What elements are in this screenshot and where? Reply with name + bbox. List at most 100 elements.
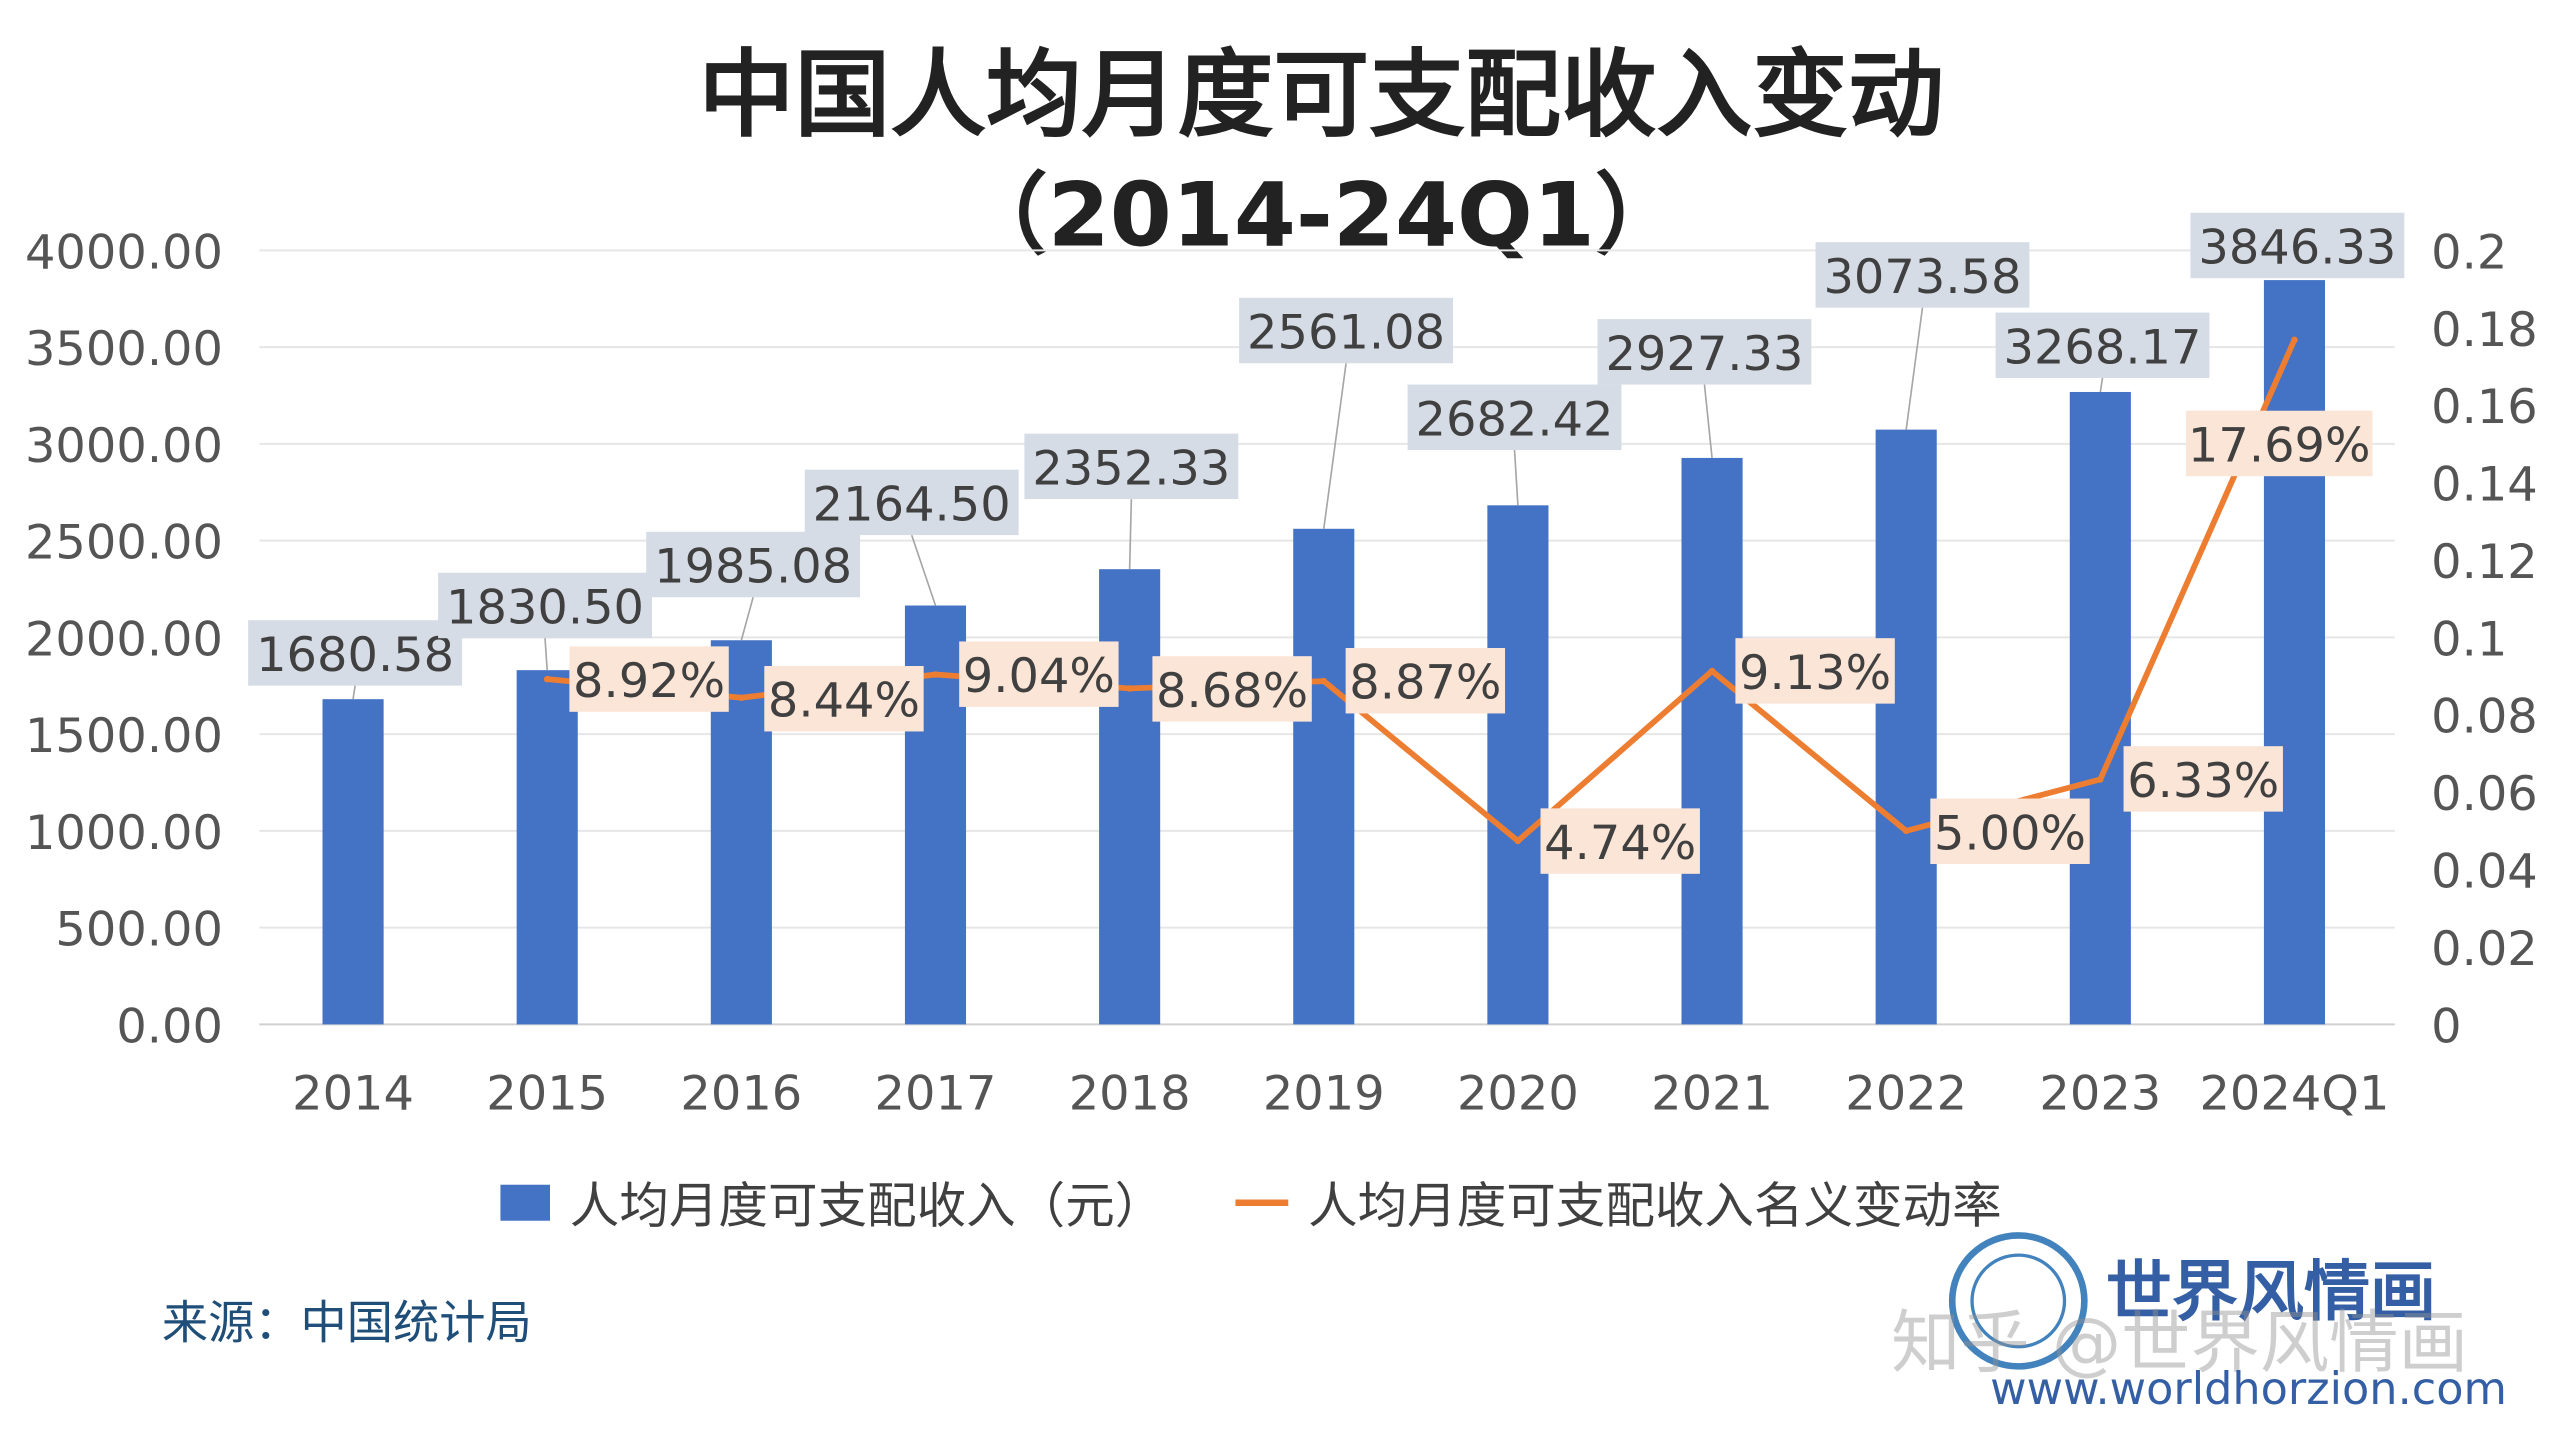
- bar: [322, 699, 384, 1025]
- x-tick-label: 2018: [1069, 1067, 1191, 1122]
- legend-label-line: 人均月度可支配收入名义变动率: [1308, 1177, 2002, 1235]
- y-left-tick-label: 2000.00: [25, 613, 223, 668]
- x-tick-label: 2016: [680, 1067, 802, 1122]
- line-data-label-box: [2185, 410, 2373, 477]
- leader-line: [910, 534, 937, 606]
- line-data-label: 6.33%: [2127, 754, 2279, 809]
- line-point: [1320, 677, 1328, 685]
- chart-title: 中国人均月度可支配收入变动: [699, 40, 1944, 150]
- y-left-tick-label: 3500.00: [25, 322, 223, 377]
- y-left-tick-label: 500.00: [55, 903, 223, 958]
- line-data-label: 9.13%: [1739, 646, 1891, 701]
- bar-data-label-box: [804, 469, 1019, 536]
- line-point: [932, 671, 939, 678]
- bar-data-label-box: [1597, 319, 1812, 385]
- bar-data-label-box: [1407, 384, 1622, 450]
- y-left-tick-label: 1500.00: [25, 709, 223, 764]
- bar-data-label: 3073.58: [1823, 250, 2021, 305]
- line-data-label: 5.00%: [1934, 806, 2086, 861]
- line-data-label-box: [1930, 798, 2090, 864]
- bar-data-label: 1830.50: [446, 581, 644, 636]
- bar-data-label: 3846.33: [2198, 221, 2396, 276]
- line-point: [2097, 776, 2104, 783]
- legend: 人均月度可支配收入（元） 人均月度可支配收入名义变动率: [500, 1177, 2002, 1235]
- y-right-tick-label: 0.14: [2431, 458, 2538, 513]
- legend-label-bar: 人均月度可支配收入（元）: [570, 1177, 1165, 1235]
- leader-line: [740, 597, 754, 641]
- bar-data-label: 2352.33: [1032, 442, 1230, 497]
- leader-line: [1905, 307, 1924, 430]
- x-tick-label: 2017: [875, 1067, 997, 1122]
- x-tick-label: 2024Q1: [2199, 1067, 2389, 1122]
- y-right-tick-label: 0.12: [2431, 535, 2538, 590]
- line-data-label-box: [569, 646, 729, 712]
- line-data-label-box: [2123, 746, 2283, 812]
- bar-data-label-box: [1995, 312, 2210, 378]
- y-right-tick-label: 0.2: [2431, 226, 2507, 281]
- bar: [1487, 505, 1549, 1025]
- line-data-label: 17.69%: [2188, 419, 2371, 474]
- bar: [1099, 569, 1161, 1025]
- line-data-label: 8.68%: [1156, 664, 1308, 719]
- bar: [2069, 391, 2131, 1025]
- line-point: [1126, 685, 1133, 692]
- line-data-label-box: [764, 666, 924, 732]
- y-right-tick-label: 0.16: [2431, 380, 2538, 435]
- y-right-tick-label: 0.18: [2431, 303, 2538, 358]
- x-tick-label: 2019: [1263, 1067, 1385, 1122]
- y-right-tick-label: 0.08: [2431, 690, 2538, 745]
- x-tick-label: 2021: [1651, 1067, 1773, 1122]
- y-left-tick-label: 2500.00: [25, 516, 223, 571]
- leader-line: [544, 638, 549, 671]
- bar-data-label: 3268.17: [2004, 320, 2202, 375]
- y-right-tick-label: 0.06: [2431, 767, 2538, 822]
- y-left-tick-label: 1000.00: [25, 806, 223, 861]
- line-point: [543, 675, 551, 683]
- leader-line: [1128, 499, 1133, 570]
- y-right-tick-label: 0.02: [2431, 922, 2538, 977]
- bar-data-label: 2682.42: [1416, 392, 1614, 447]
- bar-data-label-box: [1024, 433, 1239, 500]
- line-data-label: 8.87%: [1349, 656, 1501, 711]
- x-tick-label: 2023: [2039, 1067, 2161, 1122]
- line-point: [1708, 667, 1716, 675]
- line-data-label: 9.04%: [963, 649, 1115, 704]
- line-point: [2291, 336, 2298, 344]
- bar: [1875, 429, 1937, 1025]
- y-left-tick-label: 3000.00: [25, 419, 223, 474]
- y-left-tick-label: 0.00: [116, 1000, 223, 1055]
- line-point: [1902, 827, 1910, 835]
- watermark-brand: 世界风情画: [2106, 1253, 2436, 1330]
- leader-line: [1703, 384, 1713, 459]
- line-data-label: 8.92%: [573, 654, 725, 709]
- bar-data-label: 1680.58: [256, 628, 454, 683]
- y-right-tick-label: 0: [2431, 1000, 2461, 1055]
- watermark-zhihu: 知乎 @世界风情画: [1891, 1304, 2468, 1384]
- line-data-label-box: [1345, 648, 1506, 714]
- globe-logo-icon: [1948, 1232, 2088, 1370]
- bar: [1293, 528, 1355, 1025]
- y-right-tick-label: 0.1: [2431, 613, 2507, 668]
- x-tick-label: 2022: [1845, 1067, 1967, 1122]
- legend-swatch-bar: [500, 1184, 550, 1221]
- bar-data-label-box: [248, 620, 463, 686]
- bar-data-label-box: [1815, 242, 2030, 308]
- line-point: [738, 694, 745, 702]
- line-data-label-box: [1540, 808, 1700, 874]
- leader-line: [1322, 363, 1347, 529]
- bar-data-label: 2561.08: [1247, 306, 1445, 361]
- bar-data-label: 2927.33: [1605, 327, 1803, 382]
- leader-line: [352, 685, 356, 700]
- y-left-tick-label: 4000.00: [25, 226, 223, 281]
- bar-data-label-box: [646, 531, 861, 598]
- source-note: 来源：中国统计局: [162, 1296, 532, 1350]
- bar-data-label-box: [1239, 297, 1454, 364]
- line-data-label-box: [1152, 656, 1312, 722]
- bar-data-label: 2164.50: [813, 478, 1011, 533]
- line-data-label-box: [959, 641, 1119, 707]
- x-tick-label: 2014: [292, 1067, 414, 1122]
- leader-line: [1513, 449, 1519, 506]
- y-right-tick-label: 0.04: [2431, 845, 2538, 900]
